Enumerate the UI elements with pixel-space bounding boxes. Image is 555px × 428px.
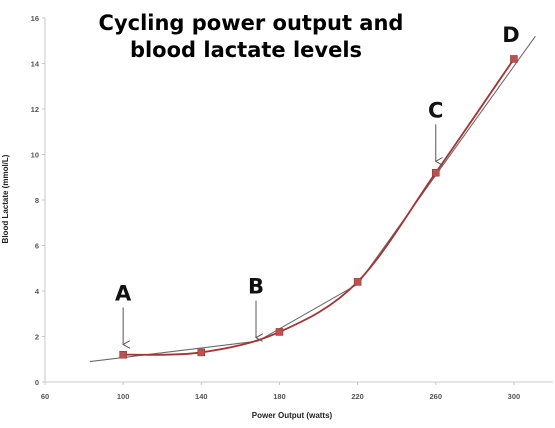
trend-segment (257, 283, 358, 342)
data-point-marker (432, 168, 440, 177)
x-tick-label: 180 (273, 392, 286, 401)
trend-segment (89, 340, 259, 363)
y-tick-label: 2 (35, 333, 39, 342)
y-tick-label: 10 (31, 151, 39, 160)
y-tick-label: 6 (35, 242, 39, 251)
x-tick-label: 60 (41, 392, 49, 401)
chart-text: Cycling power output and blood lactate l… (1, 11, 403, 420)
data-point-marker (353, 278, 362, 286)
x-axis-title: Power Output (watts) (252, 411, 333, 420)
y-axis-title: Blood Lactate (mmol/L) (1, 154, 10, 243)
trend-segment (357, 35, 536, 285)
data-point-marker (197, 348, 206, 357)
data-point-marker (275, 328, 284, 336)
annotation-label-c: C (428, 98, 443, 122)
y-tick-label: 4 (35, 287, 40, 296)
y-tick-label: 0 (35, 378, 39, 387)
lactate-series-line (123, 58, 515, 356)
axes: 0 2 4 6 8 10 12 14 16 60 100 140 180 220 260 300 (31, 14, 553, 401)
annotation-label-d: D (502, 23, 519, 47)
y-tick-label: 8 (35, 196, 39, 205)
x-tick-label: 220 (351, 392, 364, 401)
data-point-marker (510, 55, 518, 63)
y-tick-label: 16 (31, 14, 39, 23)
y-tick-label: 12 (31, 105, 39, 114)
data-point-marker (119, 350, 127, 359)
annotations: A B C D (115, 23, 520, 345)
x-tick-label: 260 (430, 392, 443, 401)
x-tick-label: 140 (195, 392, 208, 401)
x-tick-label: 100 (117, 392, 130, 401)
annotation-label-b: B (248, 275, 264, 299)
x-tick-label: 300 (508, 392, 521, 401)
trend-line (89, 35, 536, 363)
series (119, 55, 518, 359)
annotation-label-a: A (115, 281, 132, 305)
chart-title-line-1: Cycling power output and (99, 11, 404, 35)
chart-title-line-2: blood lactate levels (130, 38, 362, 62)
y-tick-label: 14 (31, 60, 40, 69)
